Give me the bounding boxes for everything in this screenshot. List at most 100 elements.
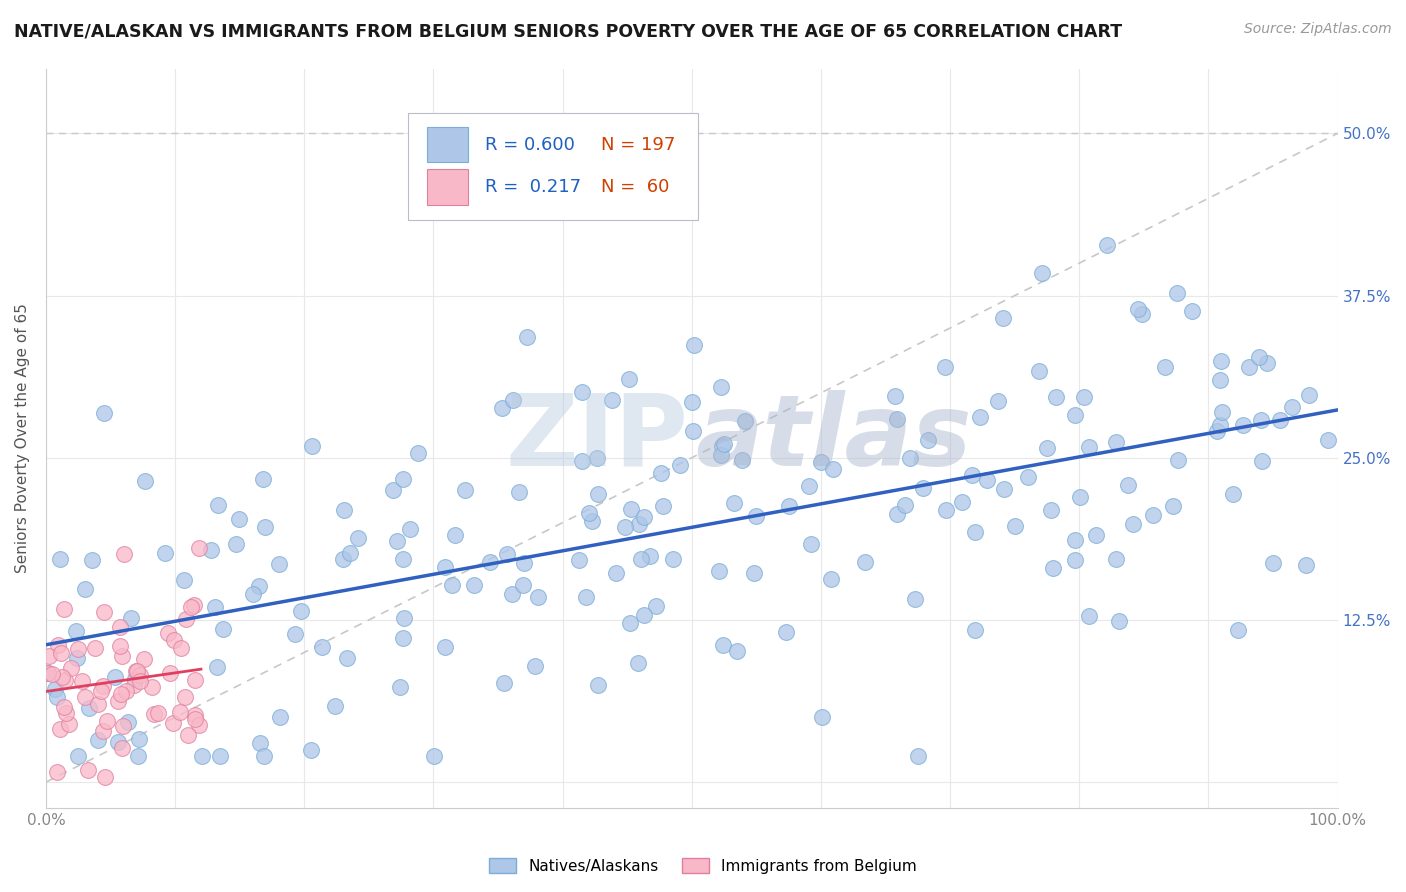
- Point: [58, 717, 80, 731]
- Point: [247, 579, 270, 593]
- Point: [159, 665, 181, 680]
- Point: [48, 551, 70, 566]
- Point: [1017, 470, 1039, 484]
- Point: [600, 393, 623, 408]
- Point: [207, 498, 229, 512]
- Point: [710, 448, 733, 462]
- Point: [174, 612, 197, 626]
- Point: [169, 640, 191, 655]
- Point: [820, 572, 842, 586]
- Point: [1040, 502, 1063, 516]
- Point: [44, 681, 66, 696]
- Point: [38, 649, 60, 664]
- Point: [52, 602, 75, 616]
- Point: [965, 524, 987, 539]
- Point: [70, 673, 93, 688]
- Point: [734, 414, 756, 428]
- Point: [501, 587, 523, 601]
- Point: [1073, 390, 1095, 404]
- Point: [339, 546, 361, 560]
- Point: [1078, 440, 1101, 454]
- Point: [904, 592, 927, 607]
- Point: [46, 638, 69, 652]
- Point: [162, 716, 184, 731]
- Point: [650, 466, 672, 480]
- Point: [153, 546, 176, 560]
- Point: [730, 452, 752, 467]
- Point: [707, 564, 730, 578]
- Point: [630, 552, 652, 566]
- Point: [65, 624, 87, 638]
- Point: [1028, 364, 1050, 378]
- Point: [49, 646, 72, 660]
- Point: [77, 763, 100, 777]
- Point: [117, 715, 139, 730]
- Point: [1161, 500, 1184, 514]
- Point: [912, 481, 935, 495]
- Point: [884, 389, 907, 403]
- Point: [1209, 353, 1232, 368]
- Point: [810, 455, 832, 469]
- Text: Source: ZipAtlas.com: Source: ZipAtlas.com: [1244, 22, 1392, 37]
- Point: [1116, 477, 1139, 491]
- Point: [1078, 608, 1101, 623]
- Point: [1281, 400, 1303, 414]
- Point: [1084, 528, 1107, 542]
- Point: [963, 624, 986, 638]
- Point: [478, 555, 501, 569]
- Point: [1069, 490, 1091, 504]
- Point: [907, 749, 929, 764]
- Point: [571, 385, 593, 400]
- Text: N =  60: N = 60: [602, 178, 669, 196]
- Point: [228, 511, 250, 525]
- FancyBboxPatch shape: [427, 169, 468, 204]
- Point: [516, 330, 538, 344]
- Point: [463, 578, 485, 592]
- Point: [853, 555, 876, 569]
- Point: [205, 660, 228, 674]
- Point: [433, 560, 456, 574]
- Point: [392, 552, 415, 566]
- Point: [111, 649, 134, 664]
- Point: [1209, 373, 1232, 387]
- Point: [586, 677, 609, 691]
- Point: [886, 411, 908, 425]
- Point: [1031, 266, 1053, 280]
- Point: [208, 749, 231, 764]
- Point: [332, 502, 354, 516]
- Point: [84, 640, 107, 655]
- Point: [1205, 424, 1227, 438]
- Point: [51, 669, 73, 683]
- Point: [613, 519, 636, 533]
- Point: [163, 632, 186, 647]
- Point: [37, 665, 59, 680]
- Point: [48, 723, 70, 737]
- Point: [1268, 413, 1291, 427]
- Point: [406, 446, 429, 460]
- Point: [1298, 387, 1320, 401]
- Point: [267, 557, 290, 571]
- Point: [253, 749, 276, 764]
- Point: [1237, 359, 1260, 374]
- Point: [710, 380, 733, 394]
- Point: [299, 742, 322, 756]
- Point: [934, 360, 956, 375]
- Point: [523, 659, 546, 673]
- Point: [1153, 359, 1175, 374]
- Text: atlas: atlas: [696, 390, 972, 487]
- Point: [108, 619, 131, 633]
- Point: [79, 701, 101, 715]
- Point: [433, 640, 456, 654]
- Point: [744, 566, 766, 581]
- Point: [389, 680, 412, 694]
- Point: [723, 495, 745, 509]
- Point: [810, 710, 832, 724]
- Point: [496, 548, 519, 562]
- Point: [423, 749, 446, 764]
- Point: [141, 681, 163, 695]
- Point: [491, 401, 513, 416]
- Point: [605, 566, 627, 580]
- Point: [1064, 552, 1087, 566]
- Point: [41, 667, 63, 681]
- Point: [385, 533, 408, 548]
